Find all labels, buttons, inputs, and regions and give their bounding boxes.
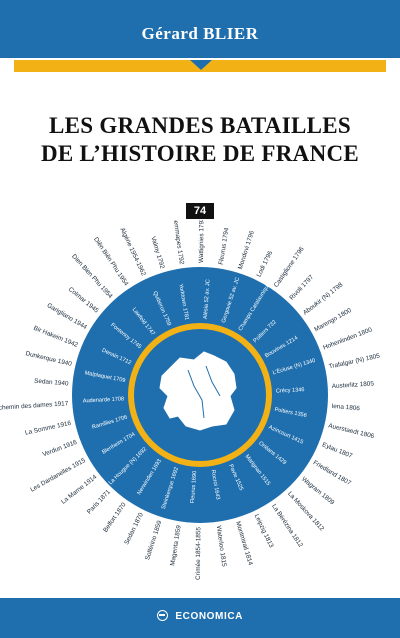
outer-battle-label: Solférino 1859: [144, 519, 163, 561]
outer-battle-label: Fleurus 1794: [218, 227, 231, 265]
blue-pointer-triangle: [190, 60, 212, 70]
outer-battle-label: Waterloo 1815: [215, 525, 228, 567]
top-banner: Gérard BLIER: [0, 0, 400, 58]
publisher-name: ECONOMICA: [0, 610, 400, 622]
outer-battle-label: Sedan 1940: [34, 378, 69, 388]
inner-battle-label: Crécy 1346: [276, 387, 305, 394]
author-name: Gérard BLIER: [141, 24, 259, 43]
title-line-2: DE L’HISTOIRE DE FRANCE: [40, 141, 360, 166]
volume-number-badge: 74: [186, 203, 214, 219]
outer-battle-label: Aboukir (N) 1798: [302, 281, 345, 317]
outer-battle-label: Paris 1871: [86, 488, 112, 515]
outer-battle-label: La Somme 1916: [24, 420, 72, 437]
publisher-logo-icon: [156, 610, 168, 621]
outer-battle-label: Montmirail 1814: [234, 521, 254, 567]
outer-battle-label: Colmar 1945: [67, 286, 100, 315]
outer-battle-label: Friedland 1807: [312, 459, 353, 487]
inner-battle-label: Audenarde 1708: [83, 396, 125, 404]
outer-battle-label: Hohenlinden 1800: [322, 326, 373, 351]
title-line-1: LES GRANDES BATAILLES: [49, 113, 351, 138]
outer-battle-label: Marengo 1800: [313, 307, 353, 334]
outer-battle-label: Jemmapes 1792: [171, 220, 185, 265]
inner-battle-label: Alésia 52 av. JC: [203, 279, 212, 319]
outer-battle-label: Wattignies 1793: [198, 220, 205, 263]
outer-battle-label: Sedan 1870: [123, 511, 145, 545]
book-title: LES GRANDES BATAILLES DE L’HISTOIRE DE F…: [14, 112, 386, 168]
outer-battle-label: La Bérézina 1812: [270, 503, 304, 549]
outer-battle-label: Leipzig 1813: [253, 513, 275, 549]
outer-battle-label: Wagram 1809: [300, 476, 336, 507]
inner-battle-label: Rocroi 1643: [210, 469, 221, 500]
outer-battle-label: Algérie 1954-1962: [118, 227, 147, 278]
outer-battle-label: Eylau 1807: [321, 441, 354, 460]
outer-battle-label: Dunkerque 1940: [25, 350, 73, 368]
outer-battle-label: Bir Hakeim 1942: [32, 325, 79, 349]
outer-battle-label: Trafalgar (N) 1805: [328, 353, 381, 371]
inner-battle-label: Fleurus 1690: [190, 471, 198, 504]
publisher-band: ECONOMICA: [0, 598, 400, 638]
outer-battle-label: Le chemin des dames 1917: [0, 400, 69, 412]
outer-battle-label: Valmy 1792: [149, 236, 165, 270]
river-line: [205, 365, 221, 397]
outer-battle-label: Austerlitz 1805: [332, 380, 375, 390]
outer-battle-label: Auerstaedt 1806: [328, 422, 376, 440]
outer-battle-label: Iena 1806: [331, 403, 360, 412]
outer-battle-label: Mondovi 1796: [237, 230, 256, 271]
outer-battle-label: Rivoli 1797: [288, 274, 315, 302]
outer-battle-label: Crimée 1854-1855: [195, 527, 203, 580]
outer-battle-label: La Marne 1914: [60, 473, 99, 505]
france-map-shape: [159, 351, 237, 431]
publisher-label: ECONOMICA: [175, 611, 243, 622]
outer-battle-label: Verdun 1916: [42, 439, 79, 459]
title-area: LES GRANDES BATAILLES DE L’HISTOIRE DE F…: [14, 72, 386, 212]
river-line: [187, 369, 205, 419]
outer-battle-label: Belfort 1870: [102, 501, 128, 534]
outer-battle-label: Garigliano 1944: [46, 302, 89, 331]
battles-wheel-illustration: Jemmapes 1792 Wattignies 1793 Fleurus 1794…: [0, 220, 381, 580]
outer-battle-label: Magenta 1859: [169, 524, 182, 566]
